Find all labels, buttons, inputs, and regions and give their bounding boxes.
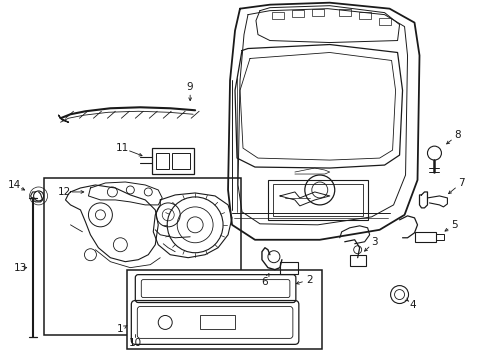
Bar — [358, 12, 370, 19]
Text: 10: 10 — [128, 338, 142, 348]
Bar — [436, 234, 444, 240]
Bar — [156, 153, 169, 169]
Text: 2: 2 — [306, 275, 312, 285]
Bar — [311, 9, 323, 15]
Text: 11: 11 — [116, 143, 129, 153]
Bar — [378, 18, 390, 24]
Text: 13: 13 — [14, 263, 27, 273]
Text: 3: 3 — [370, 237, 377, 247]
Bar — [200, 315, 235, 329]
Text: 14: 14 — [8, 180, 21, 190]
Bar — [291, 10, 303, 17]
Text: 1: 1 — [117, 324, 123, 334]
Text: 7: 7 — [457, 178, 464, 188]
Bar — [279, 262, 297, 274]
Bar — [152, 148, 194, 174]
Text: 4: 4 — [408, 300, 415, 310]
Bar — [349, 255, 365, 266]
Bar — [127, 270, 321, 349]
Text: 8: 8 — [453, 130, 460, 140]
Text: 5: 5 — [450, 220, 457, 230]
Text: 9: 9 — [186, 82, 193, 93]
Bar — [267, 180, 367, 220]
Bar — [414, 232, 436, 242]
Text: 6: 6 — [261, 276, 268, 287]
Bar — [271, 12, 284, 19]
Bar — [338, 9, 350, 15]
Bar — [272, 184, 362, 216]
Text: 12: 12 — [58, 187, 71, 197]
Bar — [172, 153, 190, 169]
Bar — [43, 178, 241, 336]
